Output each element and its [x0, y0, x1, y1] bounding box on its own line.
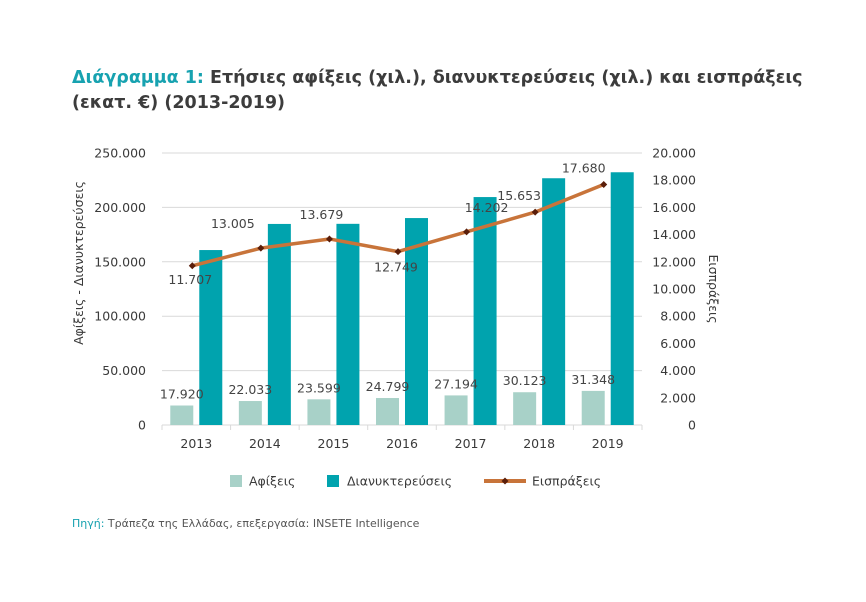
receipts-marker [325, 235, 333, 243]
legend-marker-receipts [501, 477, 509, 485]
chart-title-text: Ετήσιες αφίξεις (χιλ.), διανυκτερεύσεις … [72, 68, 803, 113]
data-label-receipts: 14.202 [465, 200, 509, 215]
data-label-arrivals: 22.033 [228, 382, 272, 397]
bar-arrivals [513, 392, 537, 425]
y-tick-label: 250.000 [94, 146, 146, 161]
x-tick-label: 2016 [386, 436, 418, 451]
x-tick-label: 2017 [455, 436, 487, 451]
y2-tick-label: 20.000 [652, 146, 696, 161]
chart-title: Διάγραμμα 1: Ετήσιες αφίξεις (χιλ.), δια… [72, 66, 832, 116]
legend-swatch-arrivals [230, 475, 242, 487]
bar-arrivals [238, 401, 262, 425]
y2-tick-label: 0 [688, 418, 696, 433]
y2-tick-label: 10.000 [652, 282, 696, 297]
data-label-arrivals: 23.599 [297, 380, 341, 395]
bar-overnights [405, 218, 428, 425]
legend: Αφίξεις Διανυκτερεύσεις Εισπράξεις [230, 474, 601, 489]
bar-overnights [610, 172, 634, 425]
x-tick-label: 2013 [180, 436, 212, 451]
data-label-arrivals: 24.799 [366, 379, 410, 394]
y-tick-label: 50.000 [102, 363, 146, 378]
data-label-arrivals: 30.123 [503, 373, 547, 388]
y2-tick-label: 16.000 [652, 200, 696, 215]
bar-arrivals [581, 390, 605, 425]
x-axis: 2013 2014 2015 2016 2017 2018 2019 [161, 425, 643, 451]
bar-overnights [267, 223, 291, 425]
data-label-arrivals: 27.194 [434, 376, 478, 391]
x-tick-label: 2014 [249, 436, 281, 451]
receipts-marker [257, 244, 265, 252]
y2-tick-label: 6.000 [660, 336, 696, 351]
y-axis-right: 0 2.000 4.000 6.000 8.000 10.000 12.000 14.000 1… [652, 146, 696, 433]
data-labels: 17.920 22.033 23.599 24.799 27.194 30.123 31.3… [160, 161, 615, 402]
bar-overnights [542, 178, 566, 425]
receipts-marker [531, 208, 539, 216]
bar-overnights [473, 197, 497, 425]
data-label-receipts: 12.749 [374, 260, 418, 275]
source-note: Πηγή: Τράπεζα της Ελλάδας, επεξεργασία: … [72, 517, 419, 530]
legend-swatch-overnights [327, 475, 339, 487]
legend-label-receipts: Εισπράξεις [532, 474, 601, 489]
y-tick-label: 100.000 [94, 309, 146, 324]
data-label-receipts: 11.707 [168, 272, 212, 287]
x-tick-label: 2019 [592, 436, 624, 451]
y-axis-left: 0 50.000 100.000 150.000 200.000 250.000 [94, 146, 146, 433]
y2-tick-label: 8.000 [660, 309, 696, 324]
y2-tick-label: 14.000 [652, 227, 696, 242]
bar-arrivals [444, 395, 468, 425]
bar-overnights [336, 223, 360, 425]
source-prefix: Πηγή: [72, 517, 105, 530]
data-label-arrivals: 31.348 [571, 372, 615, 387]
legend-label-arrivals: Αφίξεις [249, 474, 295, 489]
x-tick-label: 2018 [523, 436, 555, 451]
y-tick-label: 150.000 [94, 254, 146, 269]
receipts-marker [188, 262, 196, 270]
receipts-line [188, 181, 608, 270]
bar-arrivals [307, 399, 331, 425]
chart-title-prefix: Διάγραμμα 1: [72, 68, 204, 88]
data-label-receipts: 13.005 [211, 216, 255, 231]
y2-tick-label: 2.000 [660, 390, 696, 405]
source-text: Τράπεζα της Ελλάδας, επεξεργασία: INSETE… [104, 517, 420, 530]
bar-arrivals [376, 398, 399, 425]
receipts-marker [394, 248, 402, 256]
y-axis-title: Αφίξεις - Διανυκτερεύσεις [71, 181, 86, 345]
y2-tick-label: 18.000 [652, 173, 696, 188]
y2-tick-label: 4.000 [660, 363, 696, 378]
data-label-receipts: 15.653 [497, 188, 541, 203]
y2-axis-title: Εισπράξεις [706, 254, 721, 323]
receipts-marker [463, 228, 471, 236]
y-tick-label: 200.000 [94, 200, 146, 215]
y-tick-label: 0 [138, 418, 146, 433]
receipts-marker [600, 181, 608, 189]
bar-arrivals [170, 405, 194, 425]
legend-label-overnights: Διανυκτερεύσεις [347, 474, 452, 489]
bar-overnights [199, 250, 223, 425]
x-tick-label: 2015 [318, 436, 350, 451]
data-label-receipts: 17.680 [562, 161, 606, 176]
data-label-receipts: 13.679 [300, 207, 344, 222]
y2-tick-label: 12.000 [652, 254, 696, 269]
data-label-arrivals: 17.920 [160, 387, 204, 402]
bars [170, 172, 634, 425]
